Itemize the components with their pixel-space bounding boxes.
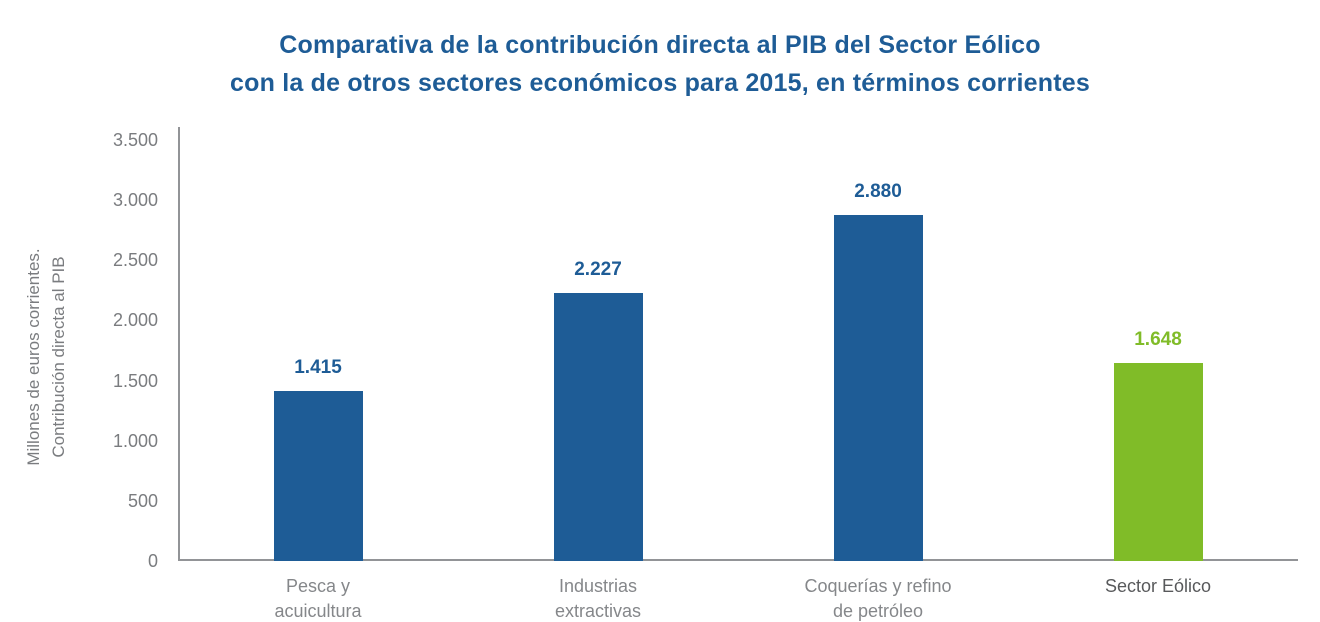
bar [553,293,643,561]
y-axis-tick-label: 3.500 [112,130,158,150]
bar-value-label: 1.415 [294,357,342,378]
bar-value-label: 2.880 [854,181,902,202]
chart-title-line-1: Comparativa de la contribución directa a… [279,31,1041,59]
x-axis-category-label: Coquerías y refino de petróleo [747,574,1009,622]
x-axis-category-label: Sector Eólico [1027,574,1289,599]
y-axis-tick-label: 1.500 [112,370,158,391]
x-axis-category-label: Pesca y acuicultura [187,574,449,622]
chart-title: Comparativa de la contribución directa a… [0,26,1320,102]
y-axis-tick-label: 2.000 [112,310,158,331]
x-axis-category-label-line: extractivas [554,601,642,621]
x-axis-category-label-line: Industrias [558,576,638,596]
y-axis-tick-label: 3.000 [112,190,158,211]
y-axis-tick-label: 2.500 [112,250,158,271]
x-axis-category-label-line: de petróleo [832,601,924,621]
x-axis-category-label-line: acuicultura [274,601,362,621]
x-axis-category-label: Industrias extractivas [467,574,729,622]
y-axis-tick-label: 500 [127,490,158,511]
bar [273,391,363,561]
y-axis-tick-label: 0 [147,551,158,571]
bar [833,215,923,561]
bar [1113,363,1203,561]
chart-title-line-2: con la de otros sectores económicos para… [230,69,1090,97]
bar-value-label: 2.227 [574,259,622,280]
x-axis-category-label-line: Sector Eólico [1104,576,1212,596]
plot-area [178,127,1298,561]
bar-value-label: 1.648 [1134,329,1182,350]
x-axis-category-label-line: Pesca y [285,576,351,596]
x-axis-category-label-line: Coquerías y refino [804,576,952,596]
y-axis-tick-label: 1.000 [112,430,158,451]
